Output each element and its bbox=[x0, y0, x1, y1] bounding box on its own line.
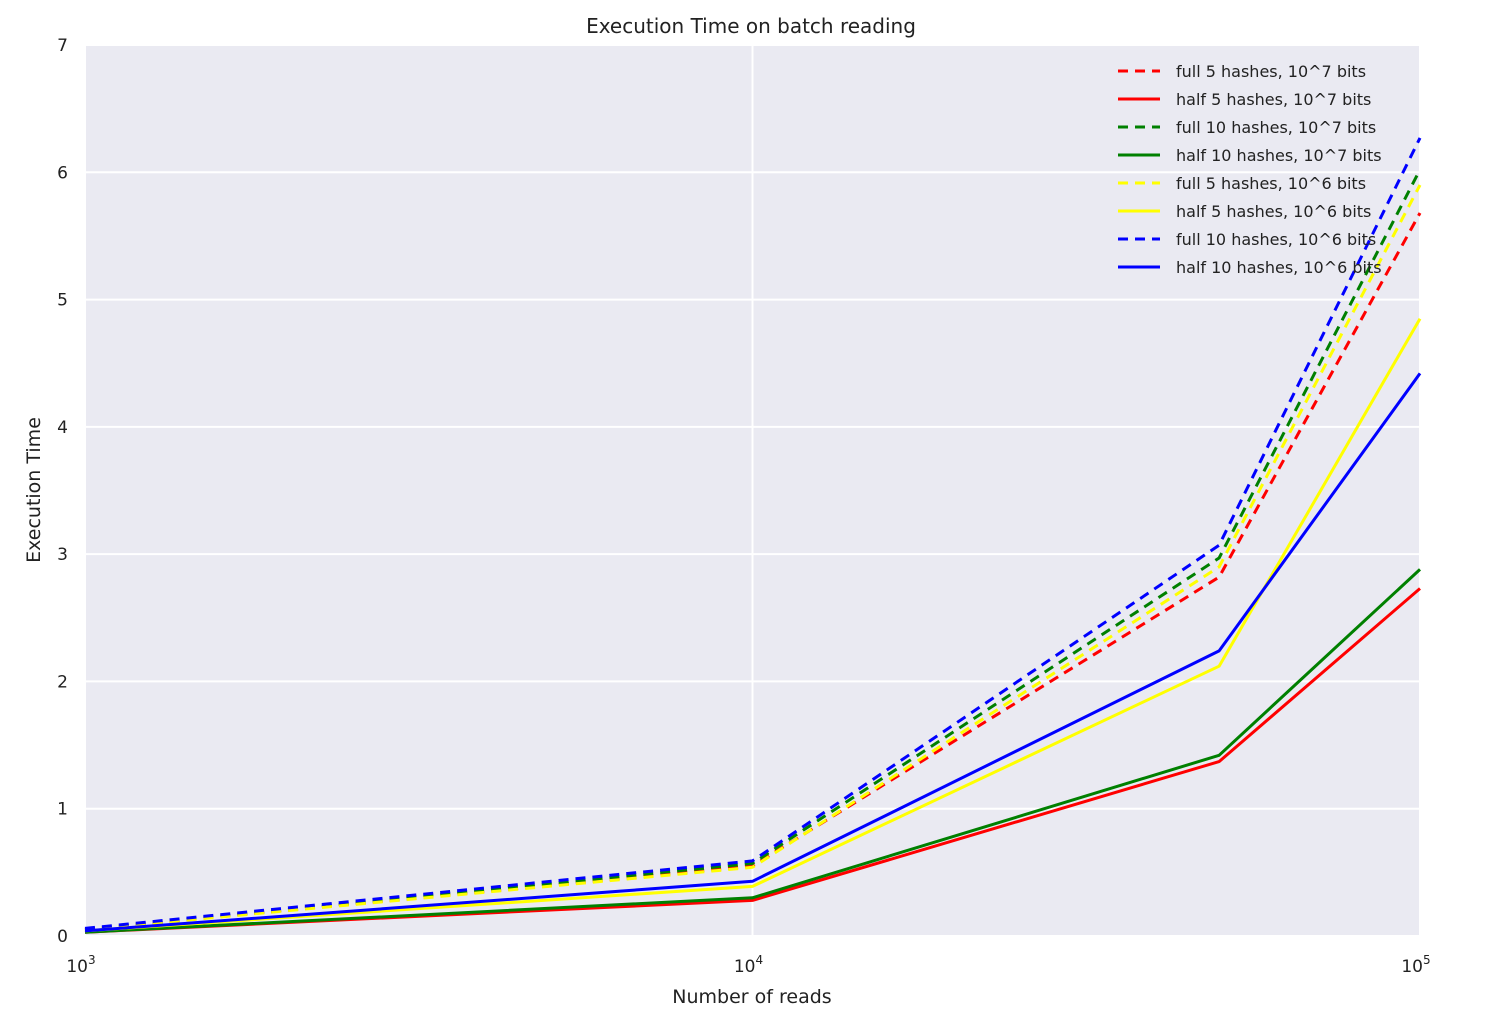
legend-label: half 10 hashes, 10^6 bits bbox=[1176, 258, 1382, 277]
legend-label: half 10 hashes, 10^7 bits bbox=[1176, 146, 1382, 165]
series-line-4 bbox=[84, 568, 1422, 934]
y-tick-label: 1 bbox=[57, 800, 68, 820]
legend-label: full 5 hashes, 10^7 bits bbox=[1176, 62, 1366, 81]
x-tick-label: 103 bbox=[66, 953, 95, 977]
legend-label: full 10 hashes, 10^6 bits bbox=[1176, 230, 1376, 249]
x-axis-title: Number of reads bbox=[672, 986, 831, 1008]
series-line-6 bbox=[84, 317, 1422, 933]
tick-labels: 0 1 2 3 4 5 6 7 103 104 105 bbox=[57, 36, 1430, 977]
legend-label: half 5 hashes, 10^6 bits bbox=[1176, 202, 1371, 221]
y-tick-label: 5 bbox=[57, 291, 68, 311]
series-line-8 bbox=[84, 372, 1422, 933]
y-tick-label: 7 bbox=[57, 36, 68, 56]
chart-title: Execution Time on batch reading bbox=[586, 14, 916, 38]
legend-label: full 10 hashes, 10^7 bits bbox=[1176, 118, 1376, 137]
y-tick-label: 2 bbox=[57, 672, 68, 692]
series-line-7 bbox=[84, 137, 1422, 930]
grid bbox=[84, 44, 1421, 937]
y-axis-title: Execution Time bbox=[23, 417, 45, 563]
y-tick-label: 3 bbox=[57, 545, 68, 565]
x-tick-label: 104 bbox=[734, 953, 763, 977]
series-line-3 bbox=[84, 169, 1422, 932]
x-tick-label: 105 bbox=[1401, 953, 1430, 977]
legend-label: full 5 hashes, 10^6 bits bbox=[1176, 174, 1366, 193]
y-tick-label: 6 bbox=[57, 163, 68, 183]
y-tick-label: 0 bbox=[57, 927, 68, 947]
legend: full 5 hashes, 10^7 bits half 5 hashes, 1… bbox=[1118, 62, 1382, 277]
y-tick-label: 4 bbox=[57, 418, 68, 438]
series-lines bbox=[84, 137, 1422, 934]
legend-label: half 5 hashes, 10^7 bits bbox=[1176, 90, 1371, 109]
series-line-1 bbox=[84, 212, 1422, 932]
